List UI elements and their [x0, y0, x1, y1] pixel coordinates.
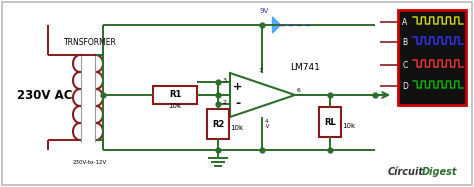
- Text: 6: 6: [297, 88, 301, 93]
- Text: Círcuit: Círcuit: [388, 167, 424, 177]
- Text: 230V AC: 230V AC: [17, 88, 73, 102]
- Text: R2: R2: [212, 119, 224, 128]
- Bar: [319, 107, 341, 137]
- Polygon shape: [273, 17, 281, 33]
- Text: R1: R1: [169, 90, 181, 99]
- Text: 7: 7: [258, 68, 263, 73]
- Text: B: B: [402, 38, 408, 47]
- Text: 9V: 9V: [260, 8, 269, 14]
- Text: 3: 3: [223, 78, 227, 83]
- Text: TRNSFORMER: TRNSFORMER: [64, 38, 117, 47]
- Text: 10k: 10k: [168, 103, 182, 109]
- Text: -: -: [236, 96, 241, 110]
- FancyBboxPatch shape: [2, 2, 472, 185]
- Text: 10k: 10k: [342, 123, 355, 129]
- Polygon shape: [230, 73, 295, 117]
- Text: 2: 2: [223, 100, 227, 105]
- Bar: [398, 10, 466, 105]
- Text: Digest: Digest: [422, 167, 457, 177]
- Text: A: A: [402, 18, 408, 27]
- Text: 10k: 10k: [230, 125, 243, 131]
- Text: 4: 4: [264, 119, 268, 124]
- Bar: [207, 109, 229, 139]
- Text: 230V-to-12V: 230V-to-12V: [73, 160, 107, 165]
- Text: +: +: [233, 82, 243, 92]
- Bar: [153, 86, 197, 104]
- Text: C: C: [402, 61, 408, 70]
- Text: -V: -V: [264, 124, 270, 129]
- Text: RL: RL: [324, 117, 336, 126]
- Text: LM741: LM741: [290, 62, 320, 71]
- Text: D: D: [402, 82, 408, 91]
